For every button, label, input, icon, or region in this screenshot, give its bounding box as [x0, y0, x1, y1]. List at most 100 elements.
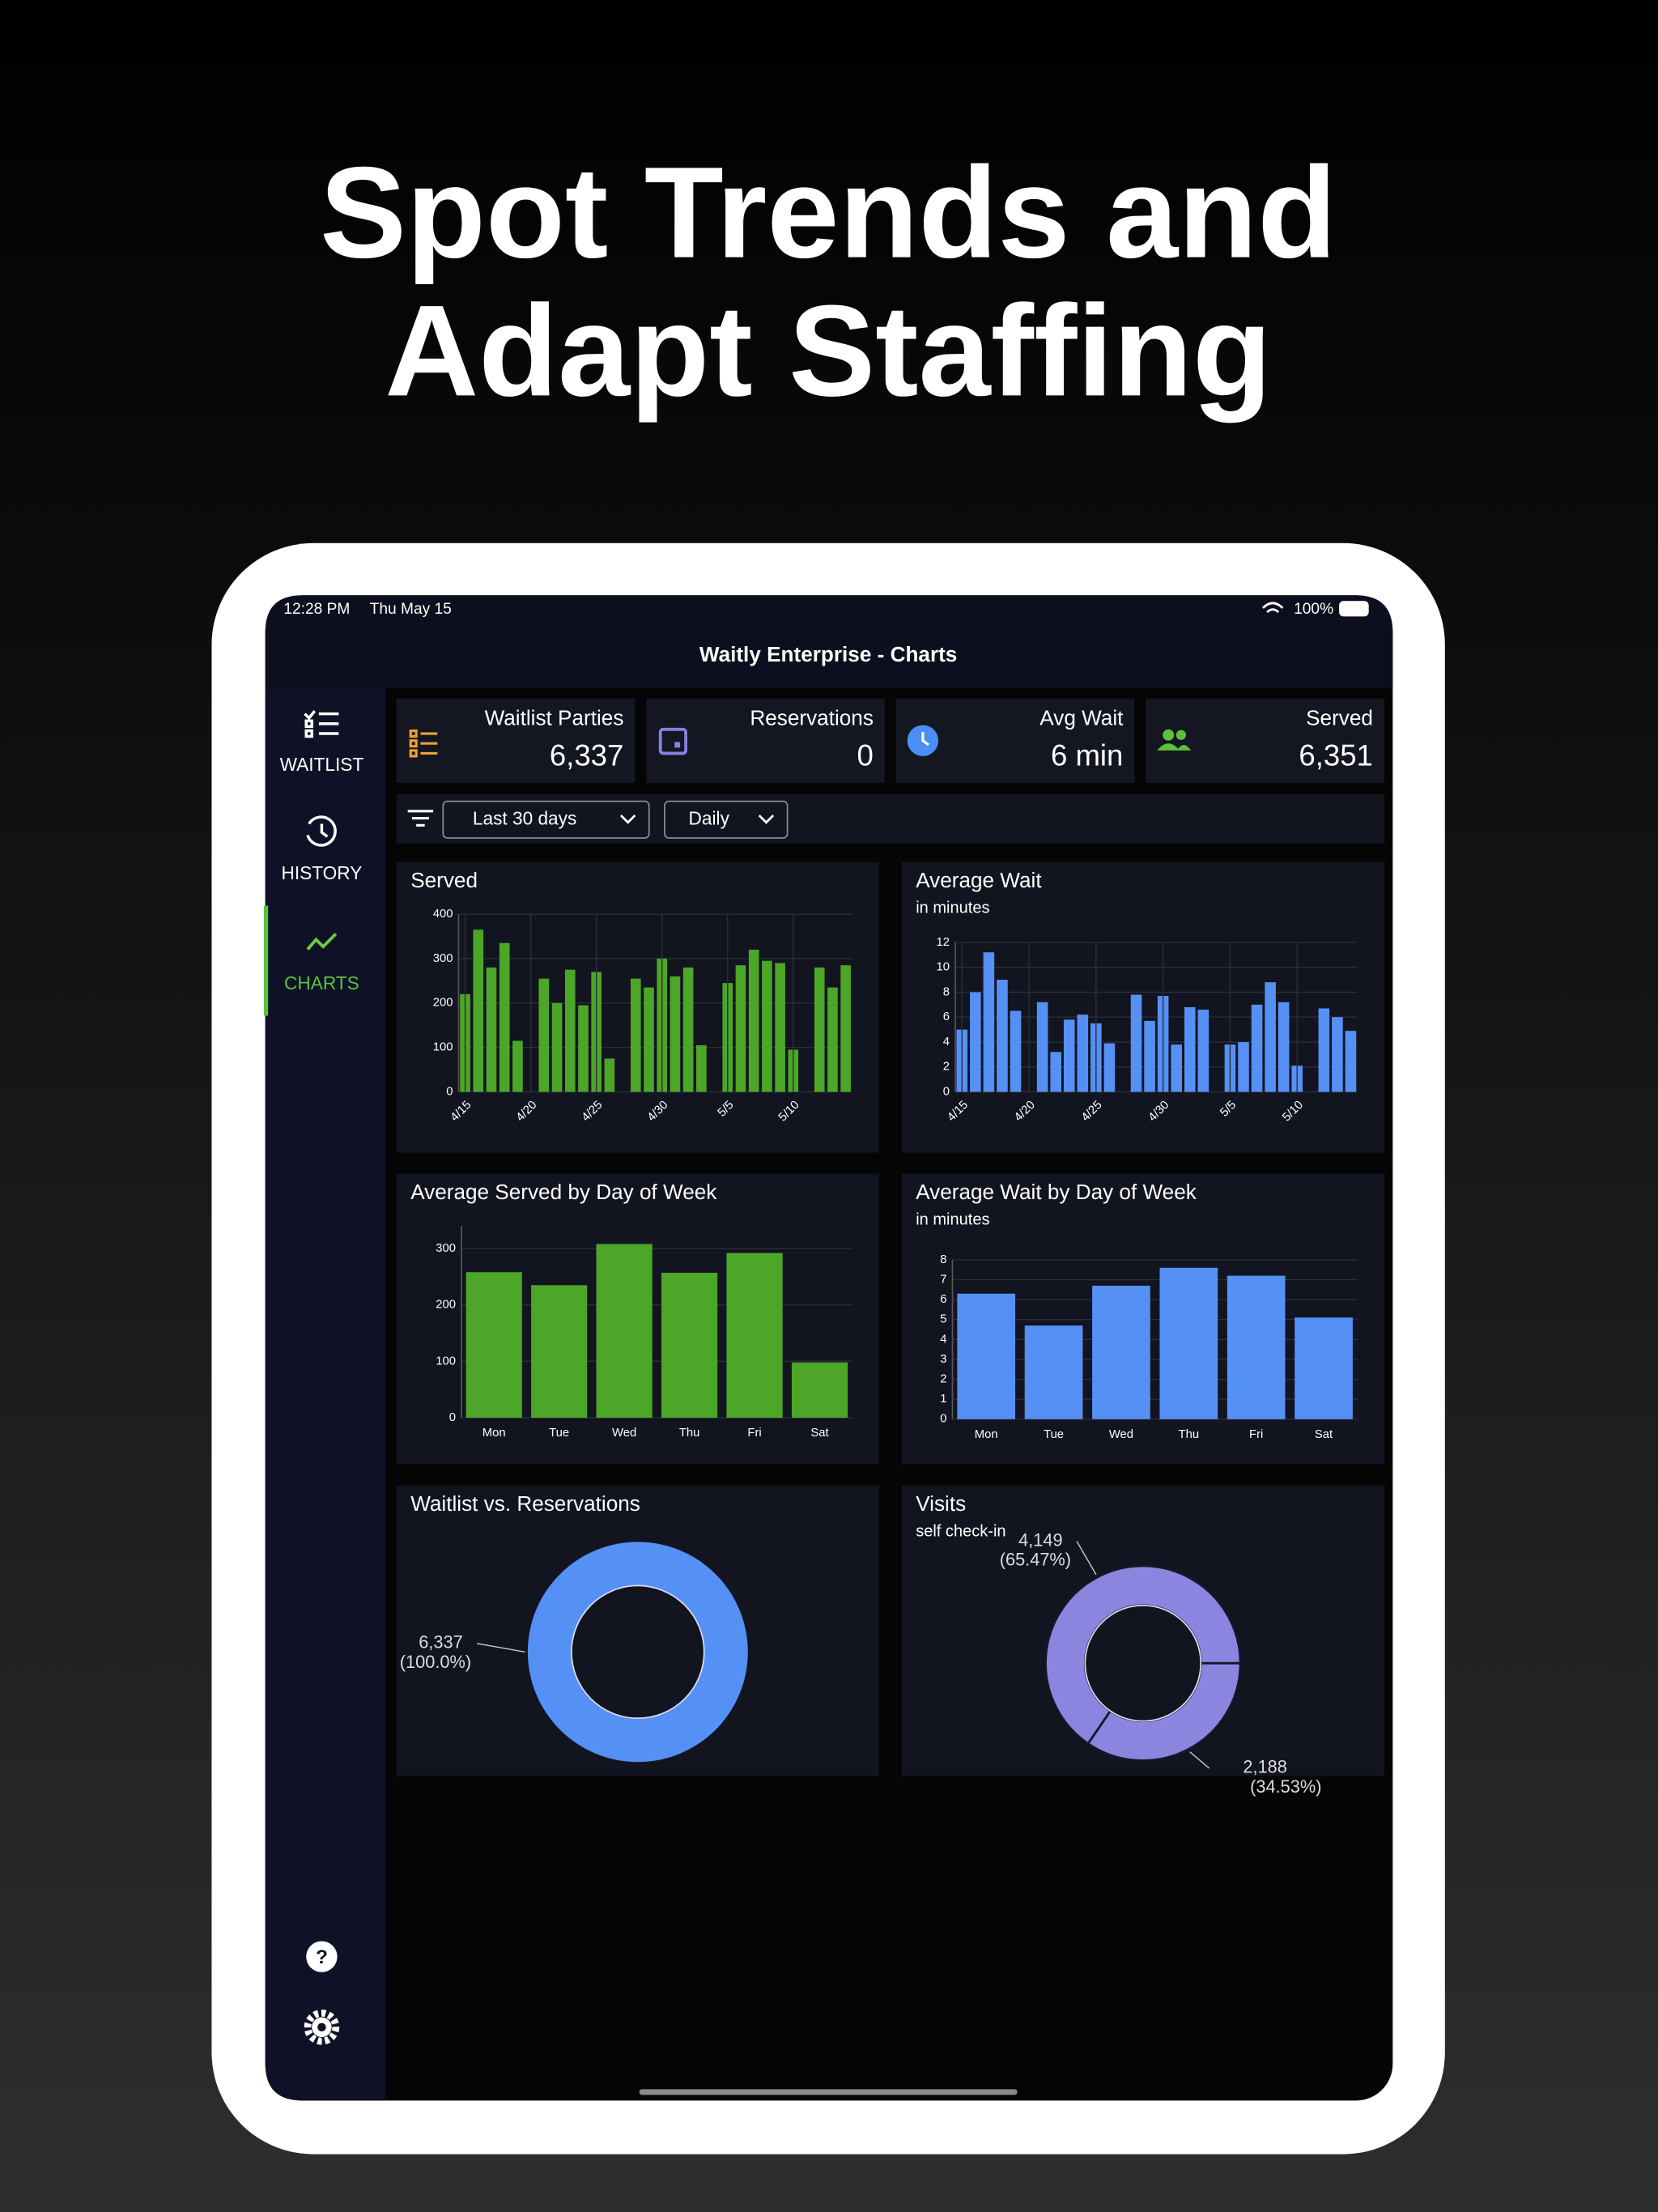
bar: [1184, 1006, 1196, 1092]
sidebar: [265, 688, 385, 2101]
x-tick-label: Fri: [747, 1427, 761, 1440]
bar: [726, 1253, 783, 1419]
y-tick-label: 12: [937, 936, 950, 949]
x-tick-label: Sat: [1315, 1428, 1333, 1441]
nav-bar: [265, 595, 1393, 689]
chevron[interactable]: [758, 815, 775, 824]
charts-icon[interactable]: [306, 933, 338, 951]
help-glyph[interactable]: ?: [316, 1946, 328, 1968]
bar: [578, 1005, 589, 1092]
stat-label: Served: [1306, 706, 1373, 730]
range-dropdown[interactable]: [442, 800, 650, 839]
chart-subtitle: in minutes: [916, 899, 989, 917]
bar: [1226, 1275, 1286, 1419]
bar: [630, 978, 641, 1092]
bar: [644, 987, 654, 1092]
chevron[interactable]: [619, 815, 636, 824]
chart-title: Average Wait: [916, 868, 1042, 892]
bar: [775, 963, 785, 1092]
bar: [1010, 1010, 1022, 1092]
bar: [1036, 1002, 1048, 1092]
history-icon[interactable]: [306, 815, 337, 847]
bar: [1063, 1019, 1075, 1092]
x-tick-label: Mon: [483, 1427, 506, 1440]
y-tick-label: 0: [446, 1085, 453, 1098]
x-tick-label: Tue: [1044, 1428, 1064, 1441]
help-circle[interactable]: [306, 1941, 338, 1972]
sidebar-label[interactable]: HISTORY: [281, 862, 362, 883]
stat-value: 6 min: [1051, 738, 1123, 772]
filter-icon[interactable]: [407, 810, 434, 827]
bar: [661, 1272, 718, 1419]
bar: [682, 967, 694, 1092]
bar: [1265, 982, 1276, 1092]
y-tick-label: 2: [943, 1061, 950, 1074]
help-icon[interactable]: ?: [306, 1941, 338, 1972]
battery-icon: [1339, 601, 1369, 617]
donut-hole-edge: [571, 1585, 705, 1720]
y-tick-label: 8: [940, 1253, 946, 1266]
bar: [466, 1272, 522, 1419]
bar: [1171, 1044, 1182, 1092]
slice-value-label: 6,337: [419, 1632, 462, 1653]
wifi-icon: [1261, 602, 1284, 614]
sidebar-label[interactable]: WAITLIST: [280, 754, 364, 775]
bar: [1251, 1004, 1263, 1092]
waitlist-icon[interactable]: [304, 710, 339, 738]
bar: [696, 1044, 707, 1092]
donut-hole-edge: [1084, 1604, 1202, 1722]
x-tick-label: Thu: [1179, 1428, 1200, 1441]
stat-icon: [674, 742, 681, 748]
bar: [473, 929, 484, 1092]
chart-panel: [901, 861, 1384, 1153]
leader-line: [1076, 1541, 1097, 1576]
x-tick-label: Thu: [679, 1427, 700, 1440]
filter-bar: [396, 793, 1384, 844]
interval-dropdown[interactable]: [664, 800, 789, 839]
stat-icon: [1163, 729, 1175, 741]
nav-title: Waitly Enterprise - Charts: [699, 642, 957, 666]
bar: [1278, 1002, 1290, 1092]
stat-icon: [921, 732, 929, 747]
stat-label: Reservations: [750, 706, 873, 730]
y-tick-label: 300: [433, 952, 453, 965]
y-tick-label: 0: [449, 1411, 456, 1424]
bar: [1159, 1267, 1218, 1419]
stat-label: Waitlist Parties: [485, 706, 624, 730]
status-date: Thu May 15: [370, 601, 452, 618]
gear-hole[interactable]: [317, 2023, 326, 2031]
interval-dropdown-label[interactable]: Daily: [689, 807, 730, 828]
bar: [735, 965, 746, 1092]
home-indicator: [639, 2089, 1018, 2095]
bar: [1130, 994, 1142, 1092]
sidebar-label[interactable]: CHARTS: [284, 972, 359, 993]
stat-icon: [658, 727, 688, 755]
slice-percent-label: (65.47%): [1000, 1550, 1071, 1570]
bar: [827, 987, 838, 1092]
x-tick-label: Fri: [1249, 1428, 1263, 1441]
y-tick-label: 6: [940, 1293, 946, 1306]
x-tick-label: Wed: [612, 1427, 636, 1440]
bar: [486, 967, 497, 1092]
stat-value: 6,337: [550, 738, 624, 772]
range-dropdown-label[interactable]: Last 30 days: [473, 807, 576, 828]
bar: [1197, 1009, 1209, 1092]
bar: [1295, 1317, 1353, 1419]
bar: [604, 1058, 615, 1092]
chart-subtitle: self check-in: [916, 1522, 1005, 1540]
bar: [670, 976, 681, 1092]
y-tick-label: 100: [436, 1355, 456, 1368]
gear-teeth[interactable]: [304, 2009, 340, 2045]
headline: Spot Trends and: [320, 140, 1337, 285]
y-tick-label: 4: [940, 1333, 946, 1346]
bar: [564, 969, 576, 1092]
donut-slice: [527, 1542, 748, 1763]
y-tick-label: 0: [943, 1085, 950, 1098]
stat-card: [396, 698, 636, 784]
chart-title: Served: [410, 868, 478, 892]
bar: [957, 1293, 1016, 1419]
chart-subtitle: in minutes: [916, 1210, 989, 1228]
slice-value-label: 4,149: [1018, 1529, 1062, 1550]
settings-icon[interactable]: [304, 2009, 340, 2045]
chart-title: Average Wait by Day of Week: [916, 1180, 1197, 1204]
